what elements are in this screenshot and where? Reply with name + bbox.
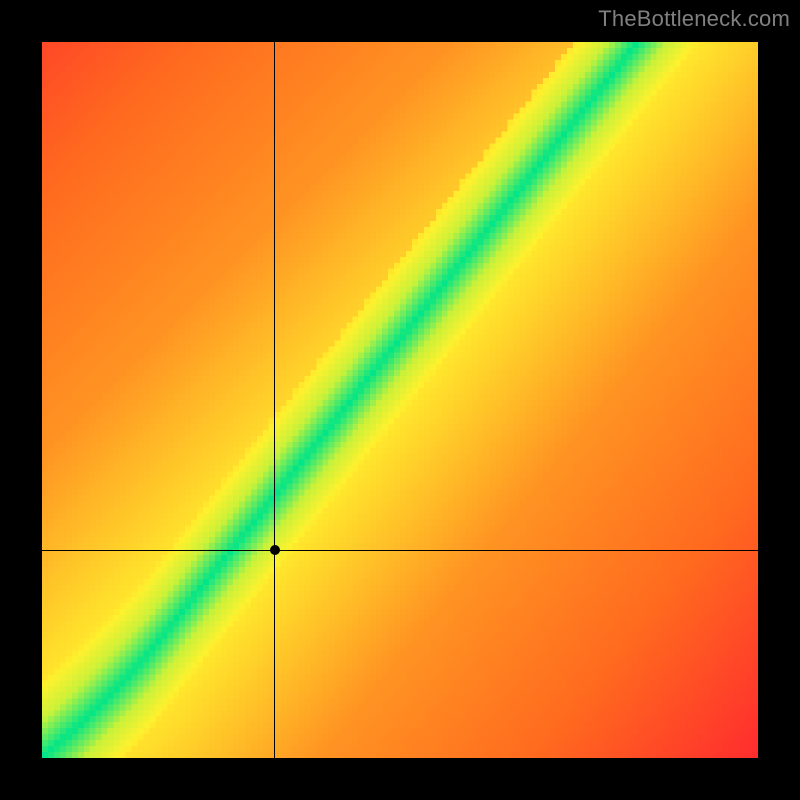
heatmap-canvas [42,42,758,758]
chart-container: TheBottleneck.com [0,0,800,800]
crosshair-vertical [274,42,275,758]
plot-area [42,42,758,758]
crosshair-point [270,545,280,555]
crosshair-horizontal [42,550,758,551]
watermark-label: TheBottleneck.com [598,6,790,32]
